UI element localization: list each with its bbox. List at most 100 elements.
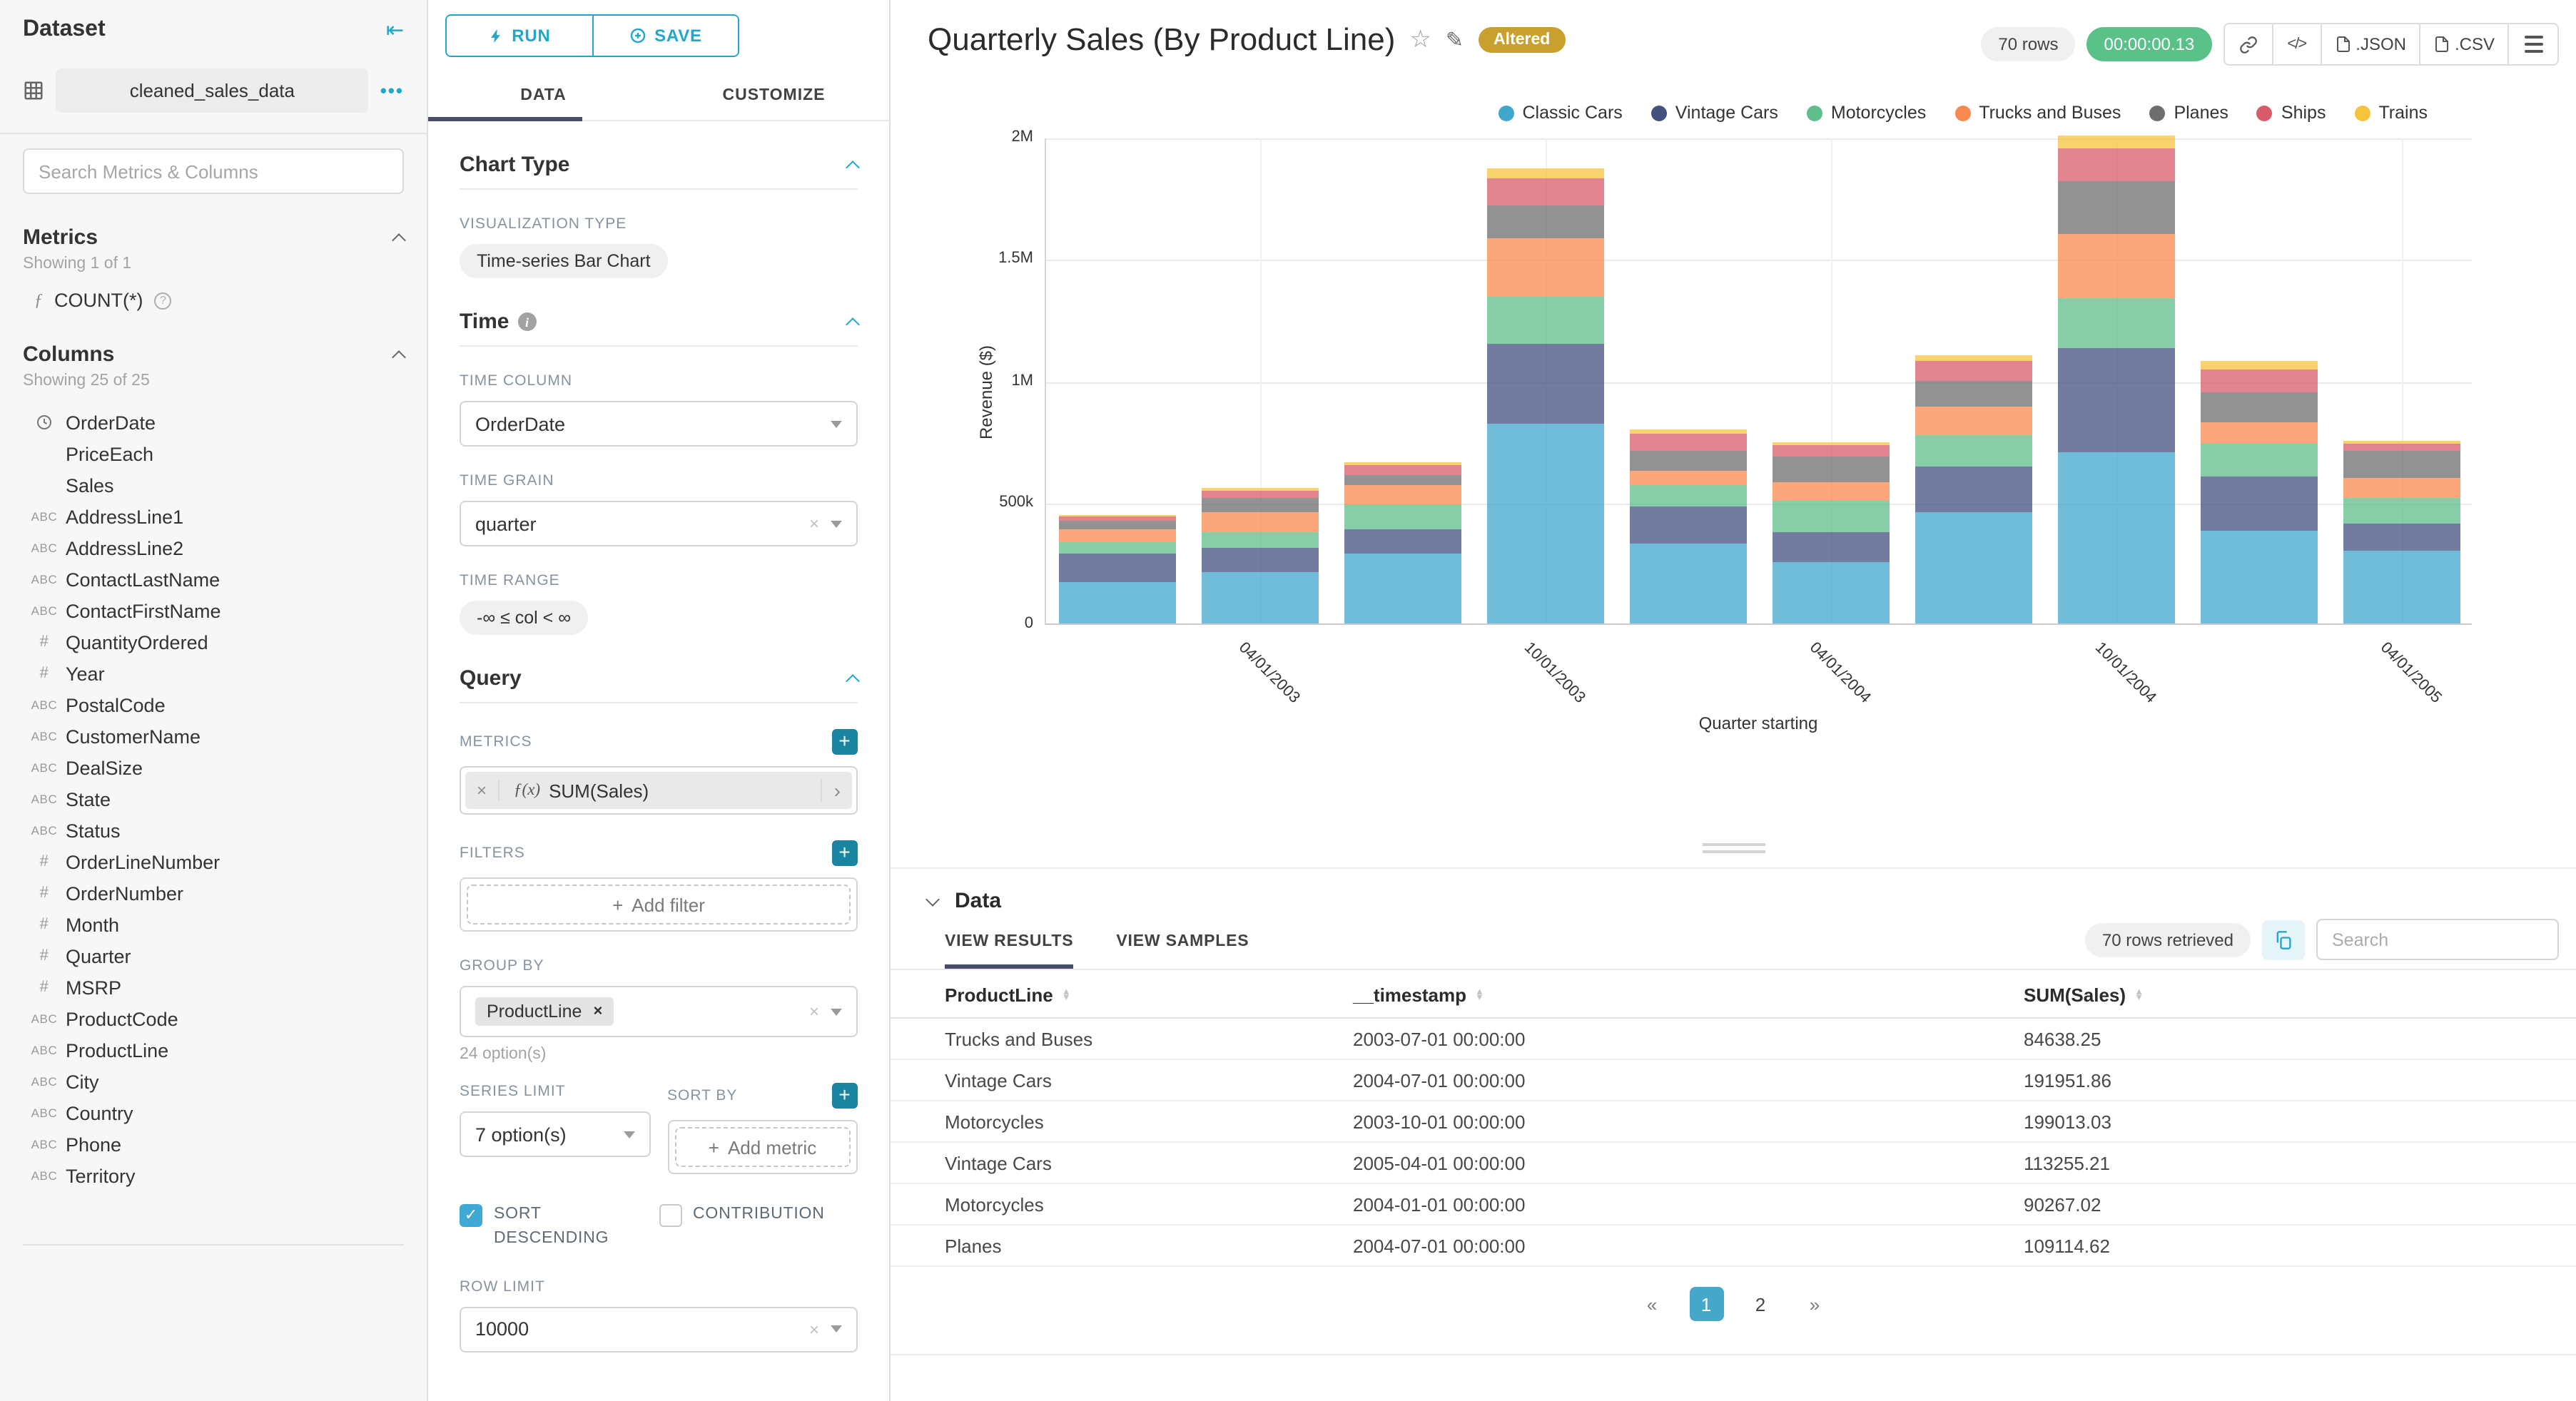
column-item-sales[interactable]: Sales [23, 469, 404, 501]
metrics-columns-search [23, 148, 404, 194]
chart-menu-button[interactable] [2509, 24, 2557, 64]
collapse-data-chevron-icon[interactable] [926, 892, 940, 907]
series-limit-select[interactable]: 7 option(s) [460, 1111, 650, 1157]
bar-segment-trucks-and-buses [2058, 233, 2175, 299]
prev-page-button[interactable]: « [1635, 1287, 1669, 1321]
search-metrics-columns-input[interactable] [23, 148, 404, 194]
column-item-territory[interactable]: ABC Territory [23, 1160, 404, 1191]
chevron-up-icon[interactable] [846, 673, 860, 688]
column-item-city[interactable]: ABC City [23, 1066, 404, 1097]
column-item-productcode[interactable]: ABC ProductCode [23, 1003, 404, 1034]
clear-icon[interactable]: × [808, 1319, 819, 1339]
copy-data-button[interactable] [2262, 919, 2305, 959]
column-item-state[interactable]: ABC State [23, 783, 404, 815]
time-column-select[interactable]: OrderDate [460, 401, 858, 447]
remove-metric-icon[interactable]: × [465, 780, 500, 800]
column-item-phone[interactable]: ABC Phone [23, 1129, 404, 1160]
column-item-quarter[interactable]: # Quarter [23, 940, 404, 972]
column-item-orderlinenumber[interactable]: # OrderLineNumber [23, 846, 404, 877]
legend-item-trains[interactable]: Trains [2354, 103, 2428, 123]
add-sort-metric-button[interactable]: + [832, 1083, 858, 1109]
bar-segment-motorcycles [2058, 298, 2175, 349]
column-item-productline[interactable]: ABC ProductLine [23, 1034, 404, 1066]
hash-icon: # [39, 665, 49, 682]
column-item-postalcode[interactable]: ABC PostalCode [23, 689, 404, 720]
column-item-customername[interactable]: ABC CustomerName [23, 720, 404, 752]
export-csv-button[interactable]: .CSV [2420, 24, 2509, 64]
chevron-up-icon[interactable] [846, 317, 860, 331]
column-header-sum(sales)[interactable]: SUM(Sales) ▲ ▼ [2024, 984, 2576, 1006]
column-item-orderdate[interactable]: OrderDate [23, 407, 404, 438]
bar-2003-04-01 [1202, 488, 1319, 623]
bar-segment-classic-cars [1344, 554, 1461, 623]
column-item-ordernumber[interactable]: # OrderNumber [23, 877, 404, 909]
column-item-contactlastname[interactable]: ABC ContactLastName [23, 564, 404, 595]
save-button[interactable]: SAVE [593, 16, 738, 56]
column-item-year[interactable]: # Year [23, 658, 404, 689]
clear-icon[interactable]: × [808, 514, 819, 534]
tab-customize[interactable]: CUSTOMIZE [722, 87, 826, 104]
chevron-up-icon[interactable] [846, 160, 860, 174]
column-item-country[interactable]: ABC Country [23, 1097, 404, 1129]
group-by-select[interactable]: ProductLine × × [460, 986, 858, 1037]
legend-item-classic-cars[interactable]: Classic Cars [1498, 103, 1623, 123]
remove-tag-icon[interactable]: × [593, 1003, 603, 1020]
chevron-up-icon[interactable] [392, 233, 406, 247]
metric-pill[interactable]: × ƒ(x) SUM(Sales) › [465, 772, 852, 809]
contribution-checkbox[interactable] [659, 1204, 681, 1227]
legend-item-trucks-and-buses[interactable]: Trucks and Buses [1954, 103, 2121, 123]
tab-view-results[interactable]: VIEW RESULTS [945, 916, 1074, 969]
sort-descending-checkbox[interactable]: ✓ [460, 1204, 482, 1227]
tab-data[interactable]: DATA [520, 87, 567, 104]
chevron-right-icon[interactable]: › [821, 779, 852, 802]
page-button-2[interactable]: 2 [1743, 1287, 1778, 1321]
add-filter-button[interactable]: + [832, 840, 858, 866]
column-item-contactfirstname[interactable]: ABC ContactFirstName [23, 595, 404, 626]
favorite-star-icon[interactable]: ☆ [1409, 26, 1431, 53]
embed-code-button[interactable]: </> [2273, 24, 2322, 64]
hash-icon: # [39, 916, 49, 933]
row-limit-select[interactable]: 10000 × [460, 1306, 858, 1352]
column-item-addressline2[interactable]: ABC AddressLine2 [23, 532, 404, 564]
legend-item-planes[interactable]: Planes [2149, 103, 2228, 123]
dataset-more-icon[interactable]: ••• [380, 80, 404, 101]
tab-view-samples[interactable]: VIEW SAMPLES [1116, 933, 1249, 950]
column-item-priceeach[interactable]: PriceEach [23, 438, 404, 469]
export-json-button[interactable]: .JSON [2321, 24, 2420, 64]
page-button-1[interactable]: 1 [1689, 1287, 1723, 1321]
add-filter-dropzone[interactable]: + Add filter [467, 885, 851, 924]
add-sort-metric-dropzone[interactable]: + Add metric [674, 1127, 851, 1167]
bar-segment-classic-cars [2201, 531, 2318, 623]
column-item-quantityordered[interactable]: # QuantityOrdered [23, 626, 404, 658]
metric-item-count[interactable]: ƒ COUNT(*) ? [23, 290, 404, 311]
clock-icon [23, 414, 66, 431]
column-item-status[interactable]: ABC Status [23, 815, 404, 846]
sort-icon: ▲ ▼ [1474, 987, 1484, 1002]
column-item-addressline1[interactable]: ABC AddressLine1 [23, 501, 404, 532]
time-grain-select[interactable]: quarter × [460, 501, 858, 546]
info-icon: i [517, 312, 537, 331]
column-header-productline[interactable]: ProductLine ▲ ▼ [891, 984, 1353, 1006]
viz-type-pill[interactable]: Time-series Bar Chart [460, 244, 668, 278]
column-item-msrp[interactable]: # MSRP [23, 972, 404, 1003]
time-range-pill[interactable]: -∞ ≤ col < ∞ [460, 601, 589, 635]
column-header-__timestamp[interactable]: __timestamp ▲ ▼ [1353, 984, 2024, 1006]
edit-properties-icon[interactable]: ✎ [1445, 29, 1464, 53]
copy-link-button[interactable] [2224, 24, 2273, 64]
legend-item-vintage-cars[interactable]: Vintage Cars [1650, 103, 1778, 123]
column-item-month[interactable]: # Month [23, 909, 404, 940]
column-item-dealsize[interactable]: ABC DealSize [23, 752, 404, 783]
collapse-panel-icon[interactable]: ⇤ [385, 19, 404, 43]
legend-item-motorcycles[interactable]: Motorcycles [1806, 103, 1926, 123]
dataset-name[interactable]: cleaned_sales_data [56, 68, 369, 113]
legend-item-ships[interactable]: Ships [2256, 103, 2326, 123]
group-by-tag[interactable]: ProductLine × [475, 997, 614, 1026]
next-page-button[interactable]: » [1797, 1287, 1832, 1321]
resize-handle[interactable] [1702, 839, 1765, 857]
run-button[interactable]: RUN [447, 16, 593, 56]
chevron-up-icon[interactable] [392, 350, 406, 364]
clear-icon[interactable]: × [808, 1002, 819, 1022]
add-metric-button[interactable]: + [832, 729, 858, 755]
legend-dot-icon [2354, 105, 2370, 121]
results-search-input[interactable] [2316, 919, 2559, 960]
